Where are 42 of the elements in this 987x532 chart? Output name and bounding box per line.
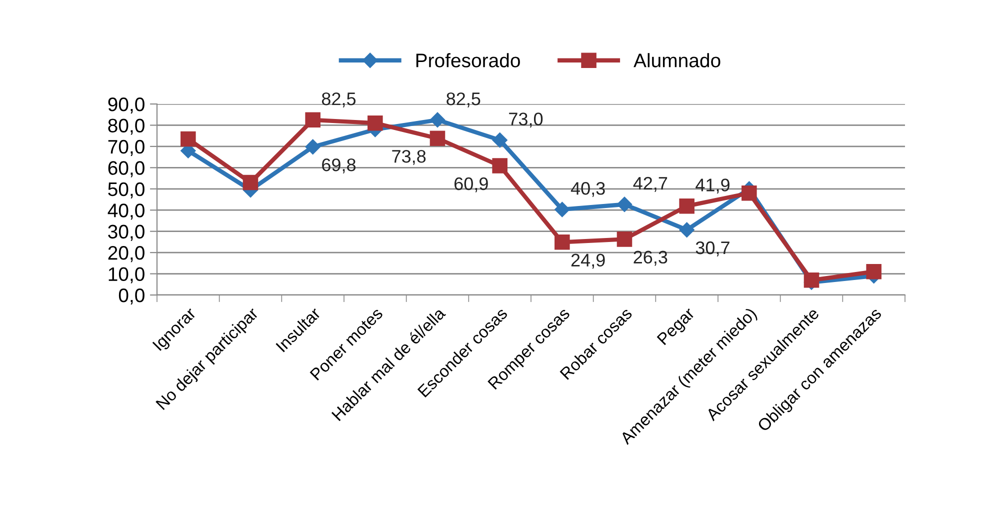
data-label: 24,9 (571, 254, 605, 269)
point (492, 158, 508, 174)
data-label: 73,8 (392, 150, 426, 165)
y-tick-label: 10,0 (108, 267, 144, 284)
point (430, 112, 446, 128)
legend-label: Profesorado (416, 53, 520, 68)
data-label: 40,3 (570, 182, 605, 197)
y-tick-label: 60,0 (108, 161, 144, 178)
point (305, 112, 320, 128)
data-label: 41,9 (696, 178, 730, 194)
data-label: 69,8 (322, 158, 356, 174)
point (242, 174, 258, 190)
point (305, 139, 320, 154)
data-label: 82,5 (322, 92, 356, 108)
data-label: 82,5 (446, 92, 480, 108)
point (616, 196, 632, 212)
point (679, 222, 694, 238)
data-label: 30,7 (696, 241, 730, 256)
point (742, 185, 757, 201)
data-label: 42,7 (633, 176, 668, 192)
point (804, 272, 820, 288)
point (180, 131, 196, 147)
point (616, 232, 632, 247)
data-label: 60,9 (454, 177, 488, 192)
point (368, 115, 383, 131)
y-tick-label: 20,0 (108, 246, 144, 262)
y-tick-label: 70,0 (108, 140, 144, 156)
y-tick-label: 0,0 (118, 288, 144, 305)
point (492, 132, 508, 148)
y-tick-label: 50,0 (108, 182, 144, 198)
y-tick-label: 30,0 (108, 224, 144, 241)
y-tick-label: 40,0 (108, 204, 144, 220)
point (866, 264, 882, 280)
y-tick-label: 90,0 (108, 97, 144, 114)
data-label: 26,3 (634, 250, 668, 266)
point (679, 198, 694, 214)
point (430, 130, 446, 146)
y-tick-label: 80,0 (108, 118, 144, 135)
data-label: 73,0 (509, 112, 543, 128)
point (554, 234, 570, 250)
point (554, 202, 570, 218)
legend-label: Alumnado (634, 53, 720, 68)
